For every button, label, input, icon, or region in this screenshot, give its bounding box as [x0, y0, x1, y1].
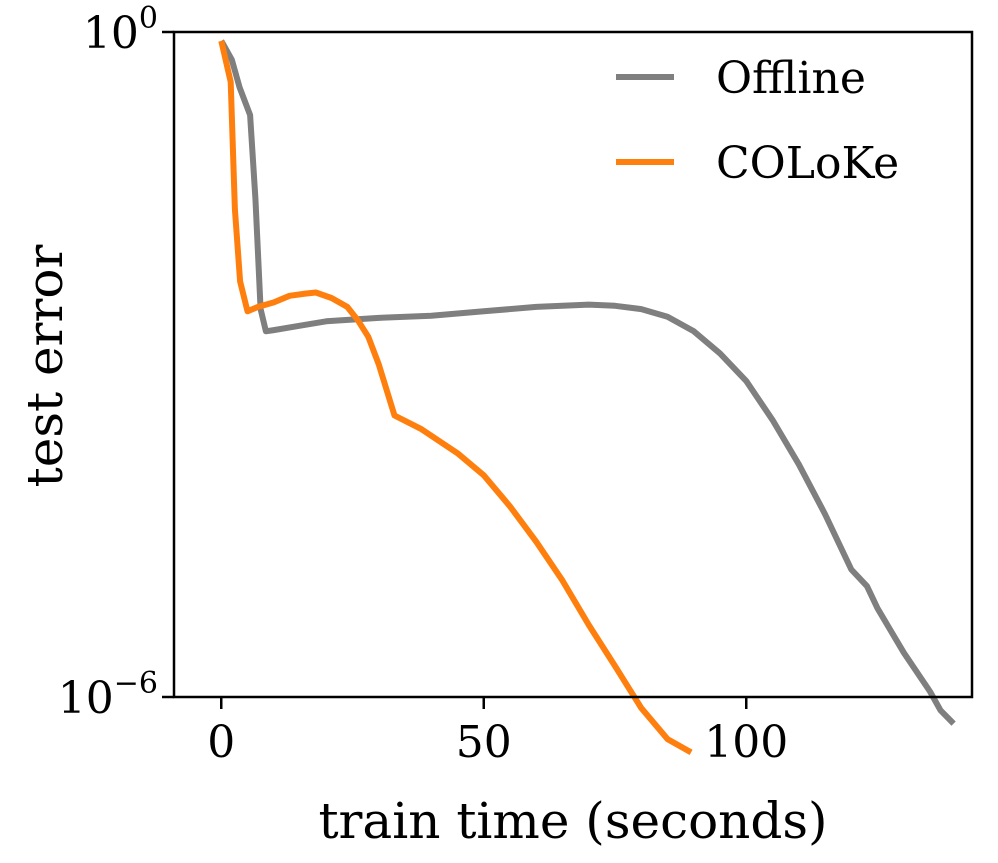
ticks-layer: 0 50 100 100 10−6	[58, 1, 788, 768]
series-layer	[218, 39, 956, 756]
x-tick-label: 0	[207, 717, 235, 768]
series-line-coloke	[218, 40, 693, 756]
plot-frame	[172, 30, 974, 699]
y-tick-label: 10−6	[58, 666, 158, 724]
legend: Offline COLoKe	[616, 53, 899, 189]
legend-label-offline: Offline	[716, 53, 866, 104]
y-axis-title: test error	[16, 245, 74, 488]
x-axis-title: train time (seconds)	[318, 792, 827, 850]
x-tick-label: 50	[456, 717, 512, 768]
legend-label-coloke: COLoKe	[716, 138, 899, 189]
y-tick-label: 100	[83, 1, 158, 59]
x-tick-label: 100	[704, 717, 788, 768]
